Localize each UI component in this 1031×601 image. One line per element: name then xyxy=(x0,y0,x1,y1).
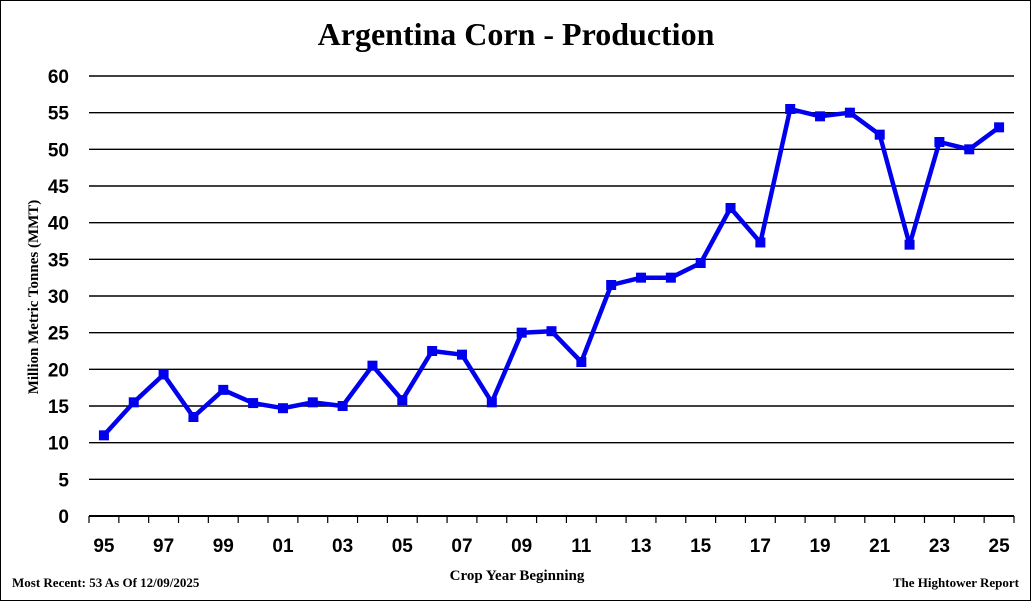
data-point-10 xyxy=(546,326,557,337)
y-tick-label: 45 xyxy=(48,177,70,198)
grid-lines xyxy=(89,75,1014,517)
data-point-07 xyxy=(456,349,467,360)
x-tick-label: 07 xyxy=(451,536,472,557)
x-tick-label: 99 xyxy=(213,536,234,557)
data-point-24 xyxy=(964,144,975,155)
data-point-05 xyxy=(397,395,408,406)
y-tick-label: 5 xyxy=(58,470,69,491)
y-tick-label: 30 xyxy=(48,287,69,308)
data-point-13 xyxy=(636,272,647,283)
x-tick-label: 19 xyxy=(809,536,830,557)
data-point-99 xyxy=(218,384,229,395)
series-line-group xyxy=(98,104,1005,441)
y-tick-label: 50 xyxy=(48,140,69,161)
chart-title: Argentina Corn - Production xyxy=(318,16,715,52)
data-point-25 xyxy=(994,122,1005,133)
data-point-09 xyxy=(516,327,527,338)
x-tick-label: 01 xyxy=(272,536,294,557)
y-axis-label: Million Metric Tonnes (MMT) xyxy=(26,200,42,395)
data-point-02 xyxy=(307,397,318,408)
y-tick-label: 40 xyxy=(48,214,69,235)
x-tick-label: 23 xyxy=(929,536,950,557)
x-tick-labels: 95 97 99 01 03 05 07 09 11 13 15 17 19 21 23 25 xyxy=(93,536,1010,557)
x-tick-label: 15 xyxy=(690,536,712,557)
data-point-14 xyxy=(665,272,676,283)
data-point-03 xyxy=(337,401,348,411)
x-axis xyxy=(88,516,1015,523)
data-point-17 xyxy=(755,237,766,248)
x-tick-label: 11 xyxy=(571,536,592,557)
x-tick-label: 97 xyxy=(153,536,174,557)
data-point-95 xyxy=(98,430,109,441)
x-tick-label: 17 xyxy=(750,536,771,557)
x-tick-label: 95 xyxy=(93,536,115,557)
x-tick-label: 13 xyxy=(630,536,651,557)
data-point-20 xyxy=(844,107,855,118)
y-tick-labels: 0 5 10 15 20 25 30 35 40 45 50 55 60 xyxy=(48,67,70,528)
data-point-21 xyxy=(874,129,885,140)
data-point-22 xyxy=(904,239,915,250)
x-axis-label: Crop Year Beginning xyxy=(450,568,585,584)
y-tick-label: 15 xyxy=(48,397,70,418)
y-tick-label: 20 xyxy=(48,360,69,381)
x-tick-label: 21 xyxy=(869,536,891,557)
footer-source: The Hightower Report xyxy=(893,575,1020,590)
data-point-06 xyxy=(427,346,438,356)
data-point-04 xyxy=(367,360,378,371)
y-tick-label: 25 xyxy=(48,324,70,345)
data-point-15 xyxy=(695,258,706,268)
data-point-00 xyxy=(248,398,259,409)
data-point-97 xyxy=(158,369,169,380)
x-tick-label: 25 xyxy=(989,536,1011,557)
data-point-98 xyxy=(188,412,199,422)
data-point-18 xyxy=(785,104,796,114)
data-point-01 xyxy=(277,403,288,414)
data-point-08 xyxy=(486,397,497,408)
data-point-11 xyxy=(576,357,587,367)
data-point-23 xyxy=(934,137,945,147)
footer-most-recent: Most Recent: 53 As Of 12/09/2025 xyxy=(12,575,200,590)
data-point-12 xyxy=(606,280,617,290)
y-tick-label: 0 xyxy=(58,507,69,528)
data-point-96 xyxy=(128,397,139,408)
x-tick-label: 03 xyxy=(332,536,353,557)
y-tick-label: 55 xyxy=(48,104,70,125)
y-tick-label: 10 xyxy=(48,434,69,455)
x-tick-label: 09 xyxy=(511,536,532,557)
x-tick-label: 05 xyxy=(392,536,414,557)
y-tick-label: 35 xyxy=(48,250,70,271)
data-point-19 xyxy=(815,111,826,122)
data-point-16 xyxy=(725,203,736,213)
y-tick-label: 60 xyxy=(48,67,69,88)
series-line xyxy=(102,106,1001,437)
